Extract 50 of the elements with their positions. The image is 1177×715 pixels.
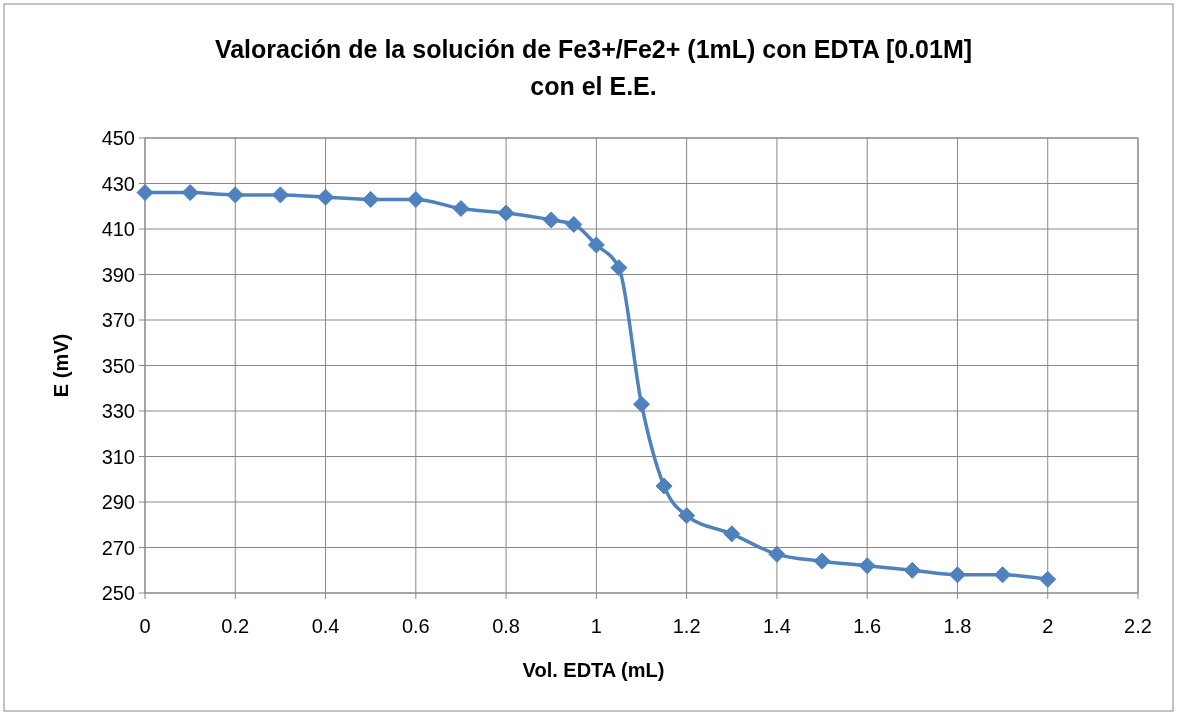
y-tick-label: 390 [101,263,135,286]
y-tick-label: 290 [101,491,135,513]
y-tick-label: 250 [101,582,135,604]
point [813,552,831,570]
x-tick-label: 2.2 [1124,615,1152,637]
point [903,561,921,579]
y-tick-label: 310 [101,445,135,468]
point [678,507,696,525]
y-tick-label: 410 [101,218,135,240]
point [542,211,560,229]
y-tick-label: 330 [101,400,135,422]
y-tick-label: 450 [101,127,135,149]
x-tick-label: 1.8 [943,615,972,637]
point [858,557,876,575]
x-tick-label: 0.2 [221,615,250,637]
point [633,395,650,413]
point [948,566,966,584]
point [723,525,741,543]
x-tick-label: 1.6 [853,615,882,637]
point [317,188,335,206]
x-tick-label: 0.8 [492,615,520,637]
point [271,186,289,204]
y-tick-label: 350 [101,354,135,377]
point [587,236,605,254]
point [565,215,583,233]
point [407,190,425,208]
point [362,190,380,208]
chart-title: Valoración de la solución de Fe3+/Fe2+ (1mL) con EDTA [0.01M] con el E.E. [214,35,973,100]
x-tick-label: 0.4 [311,615,340,637]
y-tick-label: 370 [101,309,135,331]
x-axis-title: Vol. EDTA (mL) [522,659,665,681]
x-tick-label: 0.6 [401,615,430,637]
point [226,186,244,204]
point [1039,570,1057,588]
x-tick-label: 0 [139,615,151,637]
point [610,259,628,277]
x-tick-label: 1.4 [763,615,791,637]
point [497,204,515,222]
y-axis-title: E (mV) [50,333,72,398]
y-tick-label: 270 [101,536,135,559]
x-tick-label: 1.2 [672,615,701,637]
point [136,184,154,202]
point [181,184,199,202]
point [452,200,470,218]
x-tick-label: 2 [1042,615,1054,637]
x-tick-label: 1 [590,615,602,637]
y-tick-label: 430 [101,172,135,195]
point [655,477,673,495]
point [994,566,1012,584]
point [768,545,786,563]
